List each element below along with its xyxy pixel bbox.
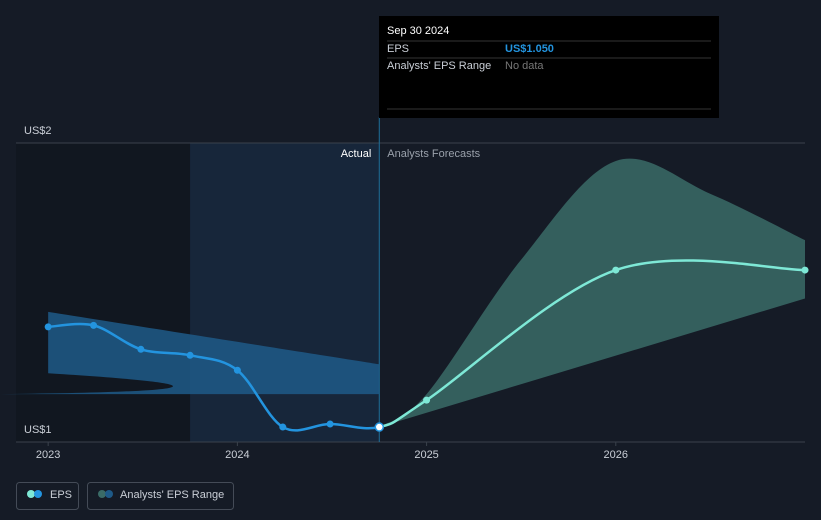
x-tick-label: 2026: [604, 449, 628, 461]
forecast-label: Analysts Forecasts: [387, 148, 480, 160]
tooltip-date: Sep 30 2024: [387, 25, 449, 37]
actual-label: Actual: [341, 148, 372, 160]
y-tick-label: US$1: [24, 424, 52, 436]
eps-point: [279, 423, 287, 431]
eps-point: [90, 321, 98, 329]
tooltip-label: Analysts' EPS Range: [387, 60, 491, 72]
tooltip-label: EPS: [387, 43, 409, 55]
range-area: [379, 158, 805, 428]
past-shade: [16, 143, 191, 442]
tooltip: Sep 30 2024 EPS US$1.050 Analysts' EPS R…: [379, 16, 719, 118]
legend-item[interactable]: [87, 482, 234, 510]
tooltip-box: [379, 16, 719, 118]
eps-point: [186, 351, 194, 359]
eps-point: [612, 266, 620, 274]
x-tick-label: 2025: [414, 449, 438, 461]
x-tick-label: 2024: [225, 449, 249, 461]
legend-swatch: [34, 490, 42, 498]
tooltip-value: US$1.050: [505, 43, 554, 55]
legend-item[interactable]: [16, 482, 79, 510]
eps-point: [423, 396, 431, 404]
tooltip-value: No data: [505, 60, 544, 72]
legend-swatch: [27, 490, 35, 498]
eps-point: [801, 266, 809, 274]
eps-point: [233, 366, 241, 374]
eps-point: [44, 323, 52, 331]
eps-point: [326, 420, 334, 428]
y-tick-label: US$2: [24, 125, 52, 137]
eps-point: [137, 345, 145, 353]
plot: [0, 158, 809, 432]
x-tick-label: 2023: [36, 449, 60, 461]
legend-label: Analysts' EPS Range: [120, 489, 224, 501]
eps-point: [374, 422, 385, 432]
legend: EPS Analysts' EPS Range: [16, 482, 234, 510]
highlight-shade: [190, 143, 380, 442]
legend-swatch: [105, 490, 113, 498]
legend-label: EPS: [50, 489, 72, 501]
legend-swatch: [98, 490, 106, 498]
